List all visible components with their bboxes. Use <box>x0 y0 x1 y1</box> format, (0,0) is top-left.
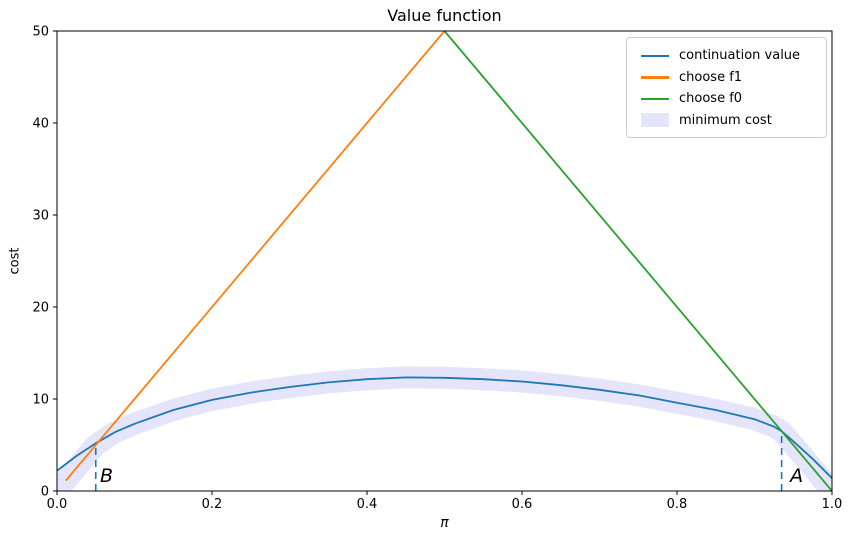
x-tick-label: 0.4 <box>357 497 378 512</box>
plot-area <box>57 31 832 491</box>
legend-label: choose f0 <box>679 91 743 107</box>
y-tick-label: 10 <box>32 393 49 408</box>
legend-line-swatch <box>641 76 669 79</box>
y-tick-label: 0 <box>41 485 49 500</box>
y-axis-label: cost <box>7 247 23 275</box>
x-tick-label: 0.0 <box>47 497 68 512</box>
legend-line-swatch <box>641 97 669 100</box>
minimum-cost-band <box>57 366 832 491</box>
series-line-2 <box>443 31 832 491</box>
y-tick-label: 30 <box>32 209 49 224</box>
legend-line-swatch <box>641 54 669 57</box>
legend-label: minimum cost <box>679 112 772 128</box>
legend: continuation value choose f1 choose f0 m… <box>626 37 827 138</box>
x-tick-label: 0.6 <box>512 497 533 512</box>
legend-item-choose-f1: choose f1 <box>641 67 816 89</box>
y-tick-label: 20 <box>32 301 49 316</box>
legend-item-minimum-cost: minimum cost <box>641 110 816 132</box>
y-tick-label: 50 <box>32 25 49 40</box>
y-tick-label: 40 <box>32 117 49 132</box>
x-axis-label: π <box>440 515 449 531</box>
legend-label: choose f1 <box>679 69 743 85</box>
x-tick-label: 1.0 <box>822 497 843 512</box>
x-tick-label: 0.8 <box>667 497 688 512</box>
legend-item-continuation-value: continuation value <box>641 45 816 67</box>
x-tick-label: 0.2 <box>202 497 223 512</box>
legend-label: continuation value <box>679 48 801 64</box>
series-line-0 <box>57 376 832 479</box>
series-line-1 <box>65 31 446 481</box>
annotation-B: B <box>100 464 114 487</box>
annotation-A: A <box>790 464 804 487</box>
legend-patch-swatch <box>641 113 669 128</box>
plot-border <box>56 30 833 492</box>
legend-item-choose-f0: choose f0 <box>641 88 816 110</box>
chart-title: Value function <box>387 6 502 25</box>
